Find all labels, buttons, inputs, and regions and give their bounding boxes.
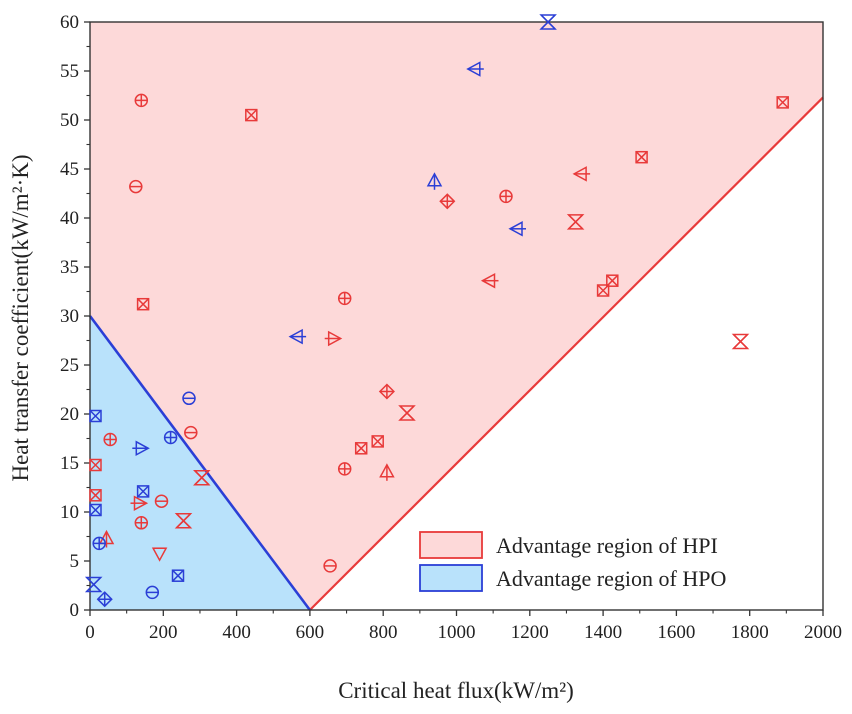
data-point [466,61,484,77]
data-point [182,391,196,406]
data-point [89,409,102,423]
y-tick-label: 5 [70,551,80,572]
data-point [151,547,168,562]
x-tick-label: 400 [222,622,251,643]
data-point [89,503,102,517]
x-tick-label: 1000 [438,622,476,643]
data-point [508,221,526,237]
data-point [98,529,115,548]
data-points [84,14,789,608]
y-tick-label: 20 [60,404,79,425]
data-point [572,166,591,182]
y-tick-label: 55 [60,61,79,82]
hpi-region-fill [90,22,823,610]
data-point [132,440,150,457]
data-point [136,297,150,311]
y-tick-label: 50 [60,110,79,131]
data-point [163,430,178,445]
y-tick-label: 0 [70,600,80,621]
data-point [539,14,557,30]
data-point [323,559,337,573]
data-point [154,494,169,508]
data-point [324,330,343,347]
y-tick-label: 45 [60,159,79,180]
y-tick-label: 30 [60,306,79,327]
data-point [192,469,211,486]
x-axis-title: Critical heat flux(kW/m²) [338,678,574,703]
data-point [731,333,750,350]
data-point [174,513,193,529]
plot-axes: 0 200 400 600 800 1000 1200 1400 1600 1800 2000 0 5 1… [60,12,842,643]
x-tick-label: 600 [296,622,325,643]
data-point [288,328,307,345]
data-point [130,495,149,511]
data-point [92,536,106,551]
data-point [134,516,149,530]
x-tick-label: 1400 [584,622,622,643]
data-point [89,458,102,472]
data-point [480,272,499,289]
data-point [398,405,416,421]
x-tick-label: 0 [85,622,95,643]
data-point [84,576,103,593]
data-point [245,108,258,122]
y-tick-label: 15 [60,453,79,474]
y-tick-label: 35 [60,257,79,278]
y-tick-label: 40 [60,208,79,229]
data-point [371,435,384,448]
data-point [184,425,198,440]
data-point [145,585,160,600]
data-point [776,96,789,109]
data-point [337,291,352,306]
hpi-boundary-line [309,96,824,611]
data-point [89,489,102,502]
y-tick-label: 25 [60,355,79,376]
data-point [596,284,610,297]
data-point [337,462,352,476]
x-tick-label: 200 [149,622,178,643]
x-tick-label: 2000 [804,622,842,643]
data-point [439,193,456,210]
legend: Advantage region of HPI Advantage region … [410,524,816,602]
data-point [103,432,117,447]
x-tick-label: 1800 [731,622,769,643]
legend-swatch [419,531,483,559]
legend-swatch [419,564,483,592]
x-tick-label: 1200 [511,622,549,643]
data-point [379,463,395,481]
data-point [426,172,443,190]
data-point [134,93,149,108]
y-axis-title: Heat transfer coefficient(kW/m²·K) [8,154,33,481]
data-point [566,214,585,230]
y-tick-label: 10 [60,502,79,523]
data-point [635,150,648,164]
x-tick-label: 1600 [657,622,695,643]
data-point [171,569,185,582]
data-point [136,485,150,498]
data-point [354,442,368,455]
y-tick-label: 60 [60,12,79,33]
legend-label: Advantage region of HPO [496,566,726,591]
hpo-boundary-line [88,315,311,611]
x-tick-label: 800 [369,622,398,643]
advantage-regions [88,22,824,611]
data-point [499,189,513,204]
data-point [96,591,113,608]
legend-label: Advantage region of HPI [496,533,718,558]
data-point [129,179,143,194]
data-point [378,383,395,400]
